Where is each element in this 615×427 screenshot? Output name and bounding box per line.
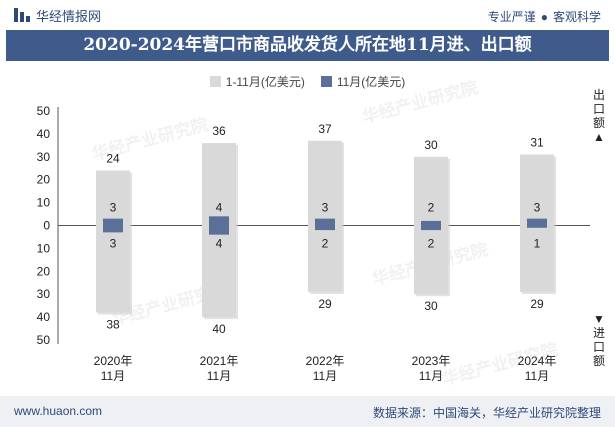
ytd-import-bar xyxy=(96,225,130,313)
bar-logo-icon xyxy=(14,8,30,22)
brand-name: 华经情报网 xyxy=(36,8,102,24)
tagline: 专业严谨 ● 客观科学 xyxy=(488,8,601,25)
month-import-bar xyxy=(209,225,229,235)
y-tick-label: 50 xyxy=(37,333,51,347)
top-bar: 华经情报网 专业严谨 ● 客观科学 xyxy=(0,0,615,30)
month-export-bar xyxy=(527,218,547,226)
legend-item-month: 11月(亿美元) xyxy=(320,73,406,90)
ytd-import-label: 29 xyxy=(318,297,332,311)
month-export-label: 4 xyxy=(216,201,223,215)
footer: www.huaon.com 数据来源：中国海关，华经产业研究院整理 xyxy=(0,396,615,427)
x-tick-label: 11月 xyxy=(419,369,443,383)
chart-title: 2020-2024年营口市商品收发货人所在地11月进、出口额 xyxy=(6,30,609,61)
x-tick-label: 11月 xyxy=(525,369,549,383)
y-tick-label: 20 xyxy=(37,173,51,187)
ytd-import-label: 30 xyxy=(424,299,438,313)
ytd-export-bar xyxy=(414,156,448,226)
x-tick-label: 11月 xyxy=(207,369,231,383)
x-tick-label: 11月 xyxy=(313,369,337,383)
x-tick-label: 11月 xyxy=(101,369,125,383)
x-tick-label: 2024年 xyxy=(518,354,557,368)
footer-source: 数据来源：中国海关，华经产业研究院整理 xyxy=(372,406,601,420)
month-import-label: 4 xyxy=(216,237,223,251)
y-tick-label: 40 xyxy=(37,310,51,324)
legend-swatch-ytd xyxy=(209,75,221,87)
y-tick-label: 10 xyxy=(37,241,51,255)
y-tick-label: 10 xyxy=(37,196,51,210)
tagline-left: 专业严谨 xyxy=(487,10,536,24)
y-tick-label: 30 xyxy=(37,287,51,301)
brand: 华经情报网 xyxy=(14,7,102,24)
y-tick-label: 30 xyxy=(37,150,51,164)
x-tick-label: 2023年 xyxy=(412,354,451,368)
month-import-bar xyxy=(421,225,441,231)
ytd-export-bar xyxy=(96,170,130,226)
ytd-export-bar xyxy=(520,154,554,226)
x-tick-label: 2022年 xyxy=(306,354,345,368)
ytd-import-bar xyxy=(308,225,342,292)
month-export-bar xyxy=(315,218,335,226)
ytd-export-label: 31 xyxy=(530,136,544,150)
month-import-label: 2 xyxy=(428,237,435,251)
month-import-label: 1 xyxy=(534,237,541,251)
y-tick-label: 40 xyxy=(37,127,51,141)
month-export-label: 2 xyxy=(428,201,435,215)
ytd-import-bar xyxy=(414,225,448,295)
y-tick-label: 20 xyxy=(37,264,51,278)
month-import-bar xyxy=(103,225,123,233)
footer-site-link[interactable]: www.huaon.com xyxy=(14,404,103,418)
ytd-export-bar xyxy=(202,143,236,226)
month-export-label: 3 xyxy=(322,201,329,215)
ytd-import-bar xyxy=(202,225,236,318)
legend: 1-11月(亿美元) 11月(亿美元) xyxy=(0,72,615,90)
legend-item-ytd: 1-11月(亿美元) xyxy=(209,73,305,90)
ytd-export-label: 36 xyxy=(212,124,226,138)
legend-swatch-month xyxy=(320,75,332,87)
legend-label-ytd: 1-11月(亿美元) xyxy=(225,74,305,89)
month-import-label: 3 xyxy=(110,237,117,251)
ytd-export-label: 30 xyxy=(424,138,438,152)
month-export-label: 3 xyxy=(534,201,541,215)
tagline-right: 客观科学 xyxy=(552,10,601,24)
month-import-bar xyxy=(315,225,335,231)
x-tick-label: 2020年 xyxy=(94,354,133,368)
y-tick-label: 50 xyxy=(37,104,51,118)
month-export-bar xyxy=(209,216,229,226)
tagline-separator: ● xyxy=(540,10,548,24)
ytd-export-bar xyxy=(308,140,342,226)
export-axis-label: 出口额 ▲ xyxy=(592,88,605,144)
month-import-label: 2 xyxy=(322,237,329,251)
ytd-import-label: 40 xyxy=(212,322,226,336)
month-export-label: 3 xyxy=(110,201,117,215)
ytd-import-bar xyxy=(520,225,554,292)
import-axis-label: ▼ 进口额 xyxy=(592,312,605,368)
y-tick-label: 0 xyxy=(43,219,50,233)
month-import-bar xyxy=(527,225,547,228)
ytd-export-label: 24 xyxy=(106,152,120,166)
ytd-import-label: 38 xyxy=(106,318,120,332)
ytd-import-label: 29 xyxy=(530,297,544,311)
month-export-bar xyxy=(103,218,123,226)
month-export-bar xyxy=(421,220,441,226)
legend-label-month: 11月(亿美元) xyxy=(336,74,406,89)
x-tick-label: 2021年 xyxy=(200,354,239,368)
ytd-export-label: 37 xyxy=(318,122,332,136)
